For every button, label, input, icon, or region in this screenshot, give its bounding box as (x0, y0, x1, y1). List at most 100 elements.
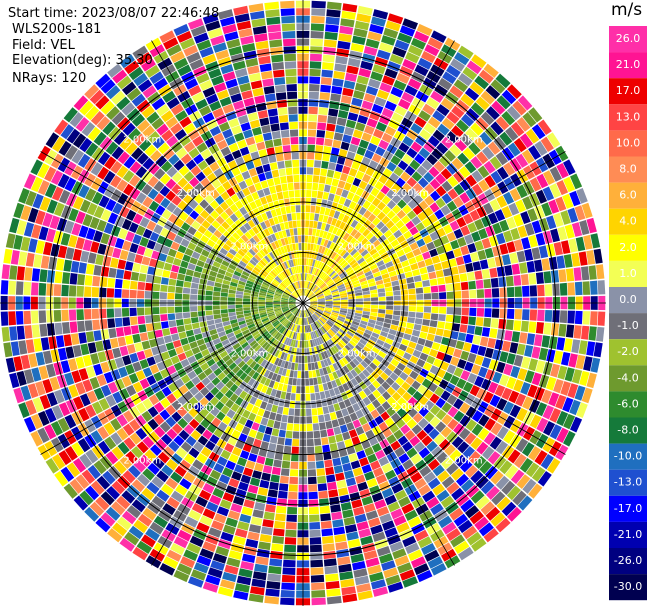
ppi-plot-area (0, 0, 606, 606)
range-gate (386, 210, 396, 220)
range-gate (224, 443, 235, 453)
range-gate (247, 484, 259, 494)
range-gate (363, 332, 371, 339)
range-gate (371, 305, 379, 309)
range-gate (146, 356, 156, 367)
range-gate (429, 248, 438, 258)
colorbar-tick-label: 21.0 (616, 58, 641, 71)
range-gate (288, 114, 298, 122)
colorbar-tick-label: 17.0 (616, 84, 641, 97)
range-gate (418, 147, 431, 159)
range-gate (384, 68, 398, 79)
range-gate (318, 414, 325, 423)
range-gate (166, 428, 178, 440)
range-gate (479, 131, 493, 146)
range-gate (451, 436, 464, 449)
range-gate (267, 274, 275, 280)
range-gate (58, 189, 71, 204)
range-gate (460, 93, 475, 107)
range-gate (322, 255, 328, 263)
range-gate (352, 467, 363, 477)
range-gate (305, 197, 311, 205)
range-gate (326, 474, 336, 483)
range-gate (119, 206, 130, 218)
range-gate (339, 311, 347, 316)
range-gate (130, 271, 140, 281)
range-gate (323, 39, 337, 48)
range-gate (362, 423, 372, 433)
range-gate (555, 196, 567, 212)
range-gate (129, 419, 141, 432)
range-gate (329, 270, 336, 277)
range-gate (325, 16, 340, 25)
range-gate (53, 284, 62, 296)
range-gate (448, 258, 457, 268)
range-gate (346, 235, 354, 243)
range-ring-label: 2.00km (445, 456, 483, 467)
range-gate (148, 163, 160, 175)
range-gate (314, 445, 323, 454)
range-gate (349, 412, 358, 422)
range-gate (311, 197, 317, 206)
range-gate (128, 465, 141, 478)
range-gate (184, 248, 194, 257)
range-gate (104, 156, 117, 170)
range-gate (155, 390, 166, 401)
range-gate (546, 376, 557, 391)
range-gate (460, 113, 475, 127)
range-gate (177, 418, 188, 429)
range-gate (363, 307, 371, 312)
range-gate (256, 251, 264, 259)
range-gate (362, 311, 370, 316)
range-gate (437, 277, 445, 285)
range-gate (243, 243, 251, 251)
range-gate (326, 169, 335, 178)
range-gate (265, 300, 273, 303)
range-gate (145, 528, 160, 542)
range-gate (332, 235, 339, 243)
range-gate (93, 363, 103, 376)
range-gate (326, 258, 333, 266)
range-gate (374, 181, 384, 191)
range-gate (323, 350, 329, 359)
range-gate (247, 378, 256, 387)
range-gate (458, 166, 471, 179)
range-gate (252, 509, 264, 519)
range-gate (339, 376, 346, 385)
range-gate (317, 280, 324, 287)
range-gate (325, 304, 333, 307)
range-gate (438, 438, 451, 451)
range-gate (379, 82, 393, 93)
range-gate (325, 177, 333, 186)
range-gate (269, 337, 276, 345)
range-gate (574, 205, 586, 221)
range-gate (339, 328, 347, 335)
range-gate (449, 85, 464, 99)
range-gate (371, 346, 380, 354)
range-gate (392, 315, 400, 321)
range-gate (116, 179, 128, 192)
range-gate (178, 211, 189, 222)
range-gate (247, 112, 259, 122)
range-gate (139, 264, 149, 274)
range-gate (327, 269, 334, 276)
range-gate (400, 171, 411, 182)
range-gate (407, 396, 418, 407)
range-gate (222, 243, 231, 252)
range-gate (403, 230, 413, 240)
range-gate (163, 556, 179, 569)
range-gate (215, 546, 230, 557)
range-gate (136, 245, 146, 256)
range-gate (334, 277, 342, 284)
range-gate (402, 18, 418, 30)
range-gate (327, 115, 337, 125)
range-gate (426, 264, 435, 273)
range-gate (252, 316, 261, 321)
range-gate (214, 282, 222, 288)
range-gate (296, 386, 301, 394)
range-gate (309, 305, 317, 310)
range-gate (331, 288, 339, 293)
range-gate (240, 352, 248, 360)
range-gate (484, 418, 496, 431)
range-gate (335, 541, 348, 551)
